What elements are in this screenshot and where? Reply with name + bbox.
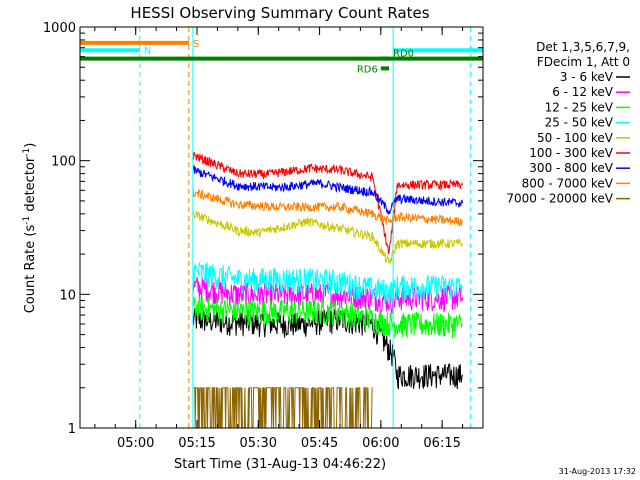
series-line-8 (192, 387, 373, 429)
y-axis-label-main: Count Rate (s (23, 225, 38, 314)
footer-date: 31-Aug-2013 17:32 (559, 467, 636, 476)
y-tick-label-1: 10 (59, 288, 76, 303)
y-axis-label-sup2: -1 (22, 148, 32, 157)
series-layer (192, 151, 464, 429)
series-line-6 (192, 164, 464, 215)
legend: Det 1,3,5,6,7,9, FDecim 1, Att 0 3 - 6 k… (506, 40, 630, 206)
flag-label-5: RD6 (357, 64, 378, 75)
x-tick-label-1: 05:15 (178, 436, 215, 451)
flag-bar-layer: S N RD0 RD6 (80, 39, 483, 75)
legend-header-2: FDecim 1, Att 0 (537, 55, 630, 69)
legend-label-3: 25 - 50 keV (545, 116, 614, 130)
y-tick-label-2: 100 (51, 155, 76, 170)
series-line-2 (192, 296, 463, 339)
series-line-7 (192, 188, 463, 227)
x-tick-label-4: 06:00 (362, 436, 399, 451)
y-axis-label-end: ) (23, 143, 38, 148)
flag-label-0: S (193, 39, 199, 50)
series-line-4 (192, 209, 464, 265)
y-axis-label: Count Rate (s-1 detector-1) (22, 143, 38, 314)
legend-label-0: 3 - 6 keV (560, 70, 614, 84)
y-tick-layer: 1 10 100 1000 (43, 21, 483, 437)
legend-label-8: 7000 - 20000 keV (506, 192, 613, 206)
legend-label-4: 50 - 100 keV (537, 131, 614, 145)
legend-label-1: 6 - 12 keV (552, 85, 614, 99)
flag-label-4: RD0 (393, 49, 414, 60)
vertical-marker-layer (79, 27, 472, 428)
x-tick-layer: 05:00 05:15 05:30 05:45 06:00 06:15 (94, 27, 464, 451)
legend-label-5: 100 - 300 keV (529, 146, 613, 160)
legend-header-1: Det 1,3,5,6,7,9, (536, 40, 630, 54)
legend-label-6: 300 - 800 keV (529, 161, 613, 175)
flag-label-1: N (144, 46, 151, 57)
series-line-5 (192, 151, 464, 255)
legend-label-7: 800 - 7000 keV (522, 176, 614, 190)
x-tick-label-0: 05:00 (117, 436, 154, 451)
legend-label-2: 12 - 25 keV (545, 100, 614, 114)
x-tick-label-5: 06:15 (423, 436, 460, 451)
x-tick-label-2: 05:30 (240, 436, 277, 451)
series-line-3 (192, 261, 463, 306)
plot-frame (79, 26, 484, 429)
y-tick-label-3: 1000 (43, 21, 76, 36)
y-axis-label-mid: detector (23, 156, 38, 216)
series-line-1 (192, 276, 464, 315)
y-tick-label-0: 1 (68, 422, 76, 437)
x-axis-label: Start Time (31-Aug-13 04:46:22) (174, 457, 386, 472)
x-tick-label-3: 05:45 (301, 436, 338, 451)
y-axis-label-sup1: -1 (22, 216, 32, 225)
chart-title: HESSI Observing Summary Count Rates (130, 4, 429, 22)
